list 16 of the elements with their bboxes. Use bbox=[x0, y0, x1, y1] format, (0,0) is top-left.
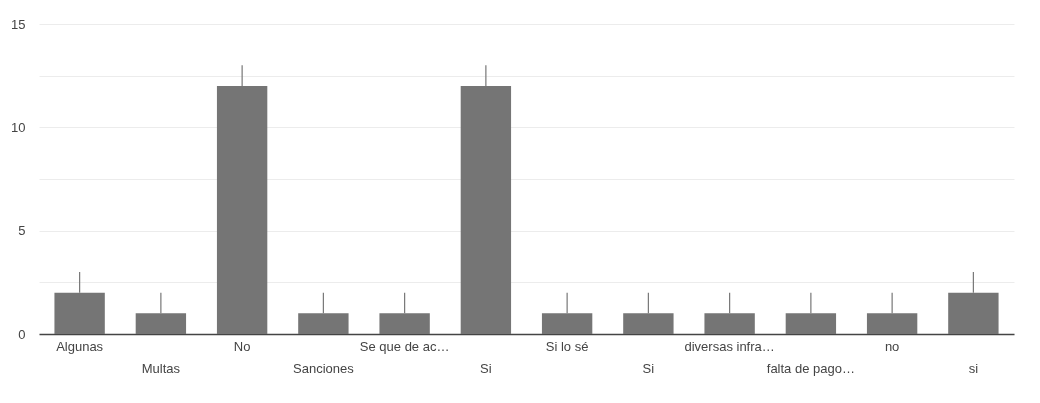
x-tick-label: Multas bbox=[141, 360, 181, 376]
y-tick-label: 10 bbox=[11, 119, 26, 135]
x-tick-label: Si bbox=[480, 360, 492, 376]
x-tick-label: diversas infra… bbox=[684, 338, 775, 354]
x-tick-label: si bbox=[968, 360, 979, 376]
x-tick-label: Si bbox=[642, 360, 655, 376]
y-tick-label: 0 bbox=[18, 326, 26, 342]
y-tick-label: 5 bbox=[18, 223, 26, 239]
x-tick-label: No bbox=[233, 338, 251, 354]
x-tick-label: Algunas bbox=[56, 338, 104, 354]
x-tick-label: falta de pago… bbox=[766, 360, 855, 376]
x-tick-label: Si lo sé bbox=[545, 338, 589, 354]
y-tick-label: 15 bbox=[11, 16, 26, 32]
x-tick-label: Se que de ac… bbox=[359, 338, 450, 354]
x-tick-label: Sanciones bbox=[293, 360, 355, 376]
x-tick-label: no bbox=[884, 338, 900, 354]
